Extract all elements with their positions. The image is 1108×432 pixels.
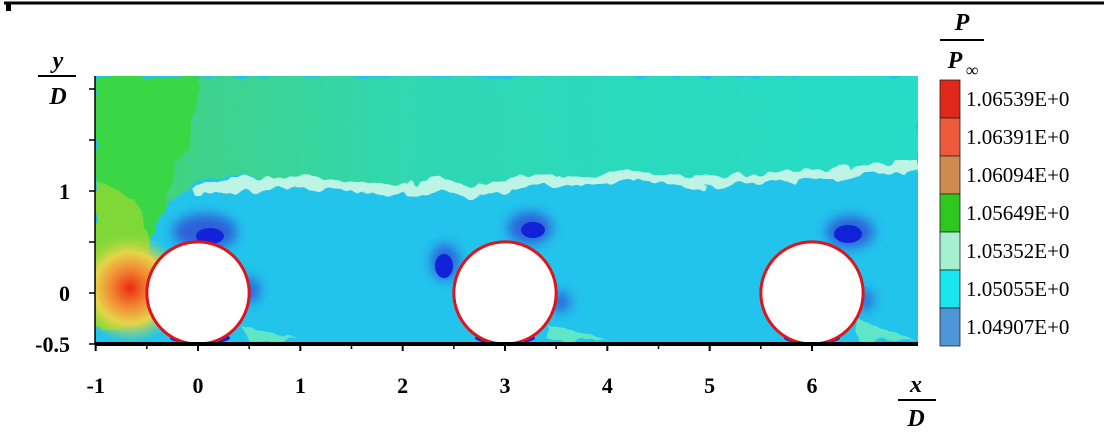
x-tick-label-2: 1 (295, 373, 306, 398)
y-tick-label-2: 1 (59, 179, 70, 204)
x-tick-label-7: 6 (807, 373, 818, 398)
colorbar-label-4: 1.05352E+0 (966, 239, 1069, 263)
x-tick-label-0: -1 (87, 373, 105, 398)
colorbar-label-3: 1.05649E+0 (966, 201, 1069, 225)
cylinder-3 (759, 240, 865, 346)
x-axis-label: x D (898, 372, 936, 432)
y-axis-label: y D (38, 48, 76, 110)
pressure-field (95, 76, 918, 344)
x-label-numerator: x (909, 372, 922, 398)
corner-mark (6, 3, 11, 11)
y-label-numerator: y (50, 48, 64, 74)
x-tick-label-6: 5 (704, 373, 715, 398)
colorbar: 1.06539E+0 1.06391E+0 1.06094E+0 1.05649E+0… (939, 79, 1069, 347)
y-tick-label-1: 0 (59, 281, 70, 306)
colorbar-swatch-6 (939, 307, 961, 347)
axes: -1 0 1 2 3 4 5 6 -0.5 0 1 (35, 76, 818, 398)
colorbar-swatch-5 (939, 269, 961, 309)
colorbar-numerator: P (954, 10, 970, 36)
wake-light-streaks (240, 318, 915, 342)
x-label-denominator: D (906, 406, 924, 432)
colorbar-label-0: 1.06539E+0 (966, 87, 1069, 111)
colorbar-swatch-1 (939, 117, 961, 157)
x-tick-label-1: 0 (193, 373, 204, 398)
colorbar-label-5: 1.05055E+0 (966, 277, 1069, 301)
colorbar-label-1: 1.06391E+0 (966, 125, 1069, 149)
x-tick-label-5: 4 (602, 373, 613, 398)
cylinder-1 (145, 240, 251, 346)
colorbar-denominator: P (947, 48, 963, 74)
colorbar-label-6: 1.04907E+0 (966, 315, 1069, 339)
colorbar-label-2: 1.06094E+0 (966, 163, 1069, 187)
x-tick-label-3: 2 (397, 373, 408, 398)
colorbar-swatch-3 (939, 193, 961, 233)
colorbar-swatch-4 (939, 231, 961, 271)
y-tick-label-0: -0.5 (35, 332, 70, 357)
y-label-denominator: D (48, 84, 66, 110)
cylinder-2 (452, 240, 558, 346)
colorbar-swatch-0 (939, 79, 961, 119)
colorbar-title: P P ∞ (940, 10, 984, 80)
upper-field-region (95, 76, 918, 260)
cylinders (145, 240, 865, 346)
shear-layer-band (190, 160, 918, 200)
colorbar-swatch-2 (939, 155, 961, 195)
x-tick-label-4: 3 (500, 373, 511, 398)
colorbar-subscript: ∞ (966, 60, 979, 80)
